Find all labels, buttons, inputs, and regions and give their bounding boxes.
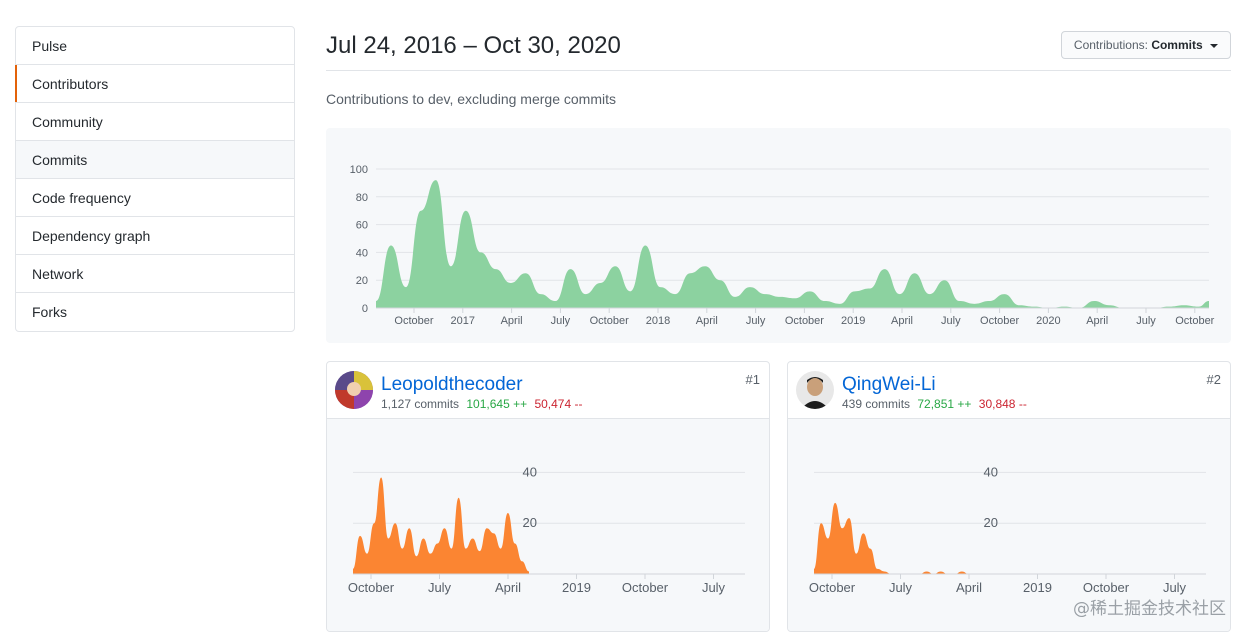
x-tick-label: April xyxy=(501,315,523,327)
contributor-card: Leopoldthecoder 1,127 commits 101,645 ++… xyxy=(326,361,770,632)
avatar[interactable] xyxy=(335,371,373,409)
x-tick-label: July xyxy=(551,315,571,327)
contributor-chart-svg: 20 40 October July April 2019 October July xyxy=(809,464,1206,595)
sidebar-item-dependency-graph[interactable]: Dependency graph xyxy=(16,217,294,255)
x-tick-label: October xyxy=(1175,315,1214,327)
chart-subtitle: Contributions to dev, excluding merge co… xyxy=(326,91,616,107)
x-tick-label: July xyxy=(746,315,766,327)
x-tick-label: July xyxy=(1136,315,1156,327)
caret-down-icon xyxy=(1210,43,1218,48)
x-tick-label: October xyxy=(1083,580,1130,595)
x-tick-label: 2018 xyxy=(646,315,670,327)
x-tick-label: July xyxy=(702,580,726,595)
y-tick-label: 20 xyxy=(356,275,368,287)
watermark-text: @稀土掘金技术社区 xyxy=(1073,599,1226,619)
series-area xyxy=(814,502,969,574)
x-tick-label: October xyxy=(590,315,629,327)
sidebar-item-forks[interactable]: Forks xyxy=(32,304,67,320)
contributions-chart[interactable]: 0 20 40 60 80 100 October 2017 April July October 2… xyxy=(326,128,1231,343)
x-tick-label: April xyxy=(891,315,913,327)
x-tick-label: 2020 xyxy=(1036,315,1060,327)
sidebar-item-commits[interactable]: Commits xyxy=(16,141,294,179)
x-tick-label: October xyxy=(980,315,1019,327)
sidebar-item-contributors[interactable]: Contributors xyxy=(15,65,294,103)
page-header: Jul 24, 2016 – Oct 30, 2020 Contribution… xyxy=(326,26,1231,71)
select-value: Commits xyxy=(1151,38,1203,52)
x-tick-label: October xyxy=(785,315,824,327)
insights-sidebar: Pulse Contributors Community Commits Cod… xyxy=(15,26,295,332)
contributor-name-link[interactable]: Leopoldthecoder xyxy=(381,374,523,395)
x-tick-label: July xyxy=(428,580,452,595)
y-tick-label: 40 xyxy=(356,247,368,259)
select-label: Contributions: xyxy=(1073,38,1148,52)
commits-count-link[interactable]: 439 commits xyxy=(842,397,911,411)
x-tick-label: July xyxy=(1163,580,1187,595)
contributor-chart[interactable]: 20 40 October July April 2019 October July xyxy=(327,419,769,631)
contributor-chart[interactable]: 20 40 October July April 2019 October July xyxy=(788,419,1230,631)
contributor-chart-svg: 20 40 October July April 2019 October July xyxy=(348,464,745,595)
y-tick-label: 20 xyxy=(523,515,537,530)
y-tick-label: 0 xyxy=(362,303,368,315)
contributor-rank: #2 xyxy=(1206,372,1221,387)
contributor-rank: #1 xyxy=(745,372,760,387)
sidebar-item-pulse[interactable]: Pulse xyxy=(16,27,294,65)
contributor-card: QingWei-Li 439 commits 72,851 ++ 30,848 … xyxy=(787,361,1231,632)
avatar[interactable] xyxy=(796,371,834,409)
x-tick-label: 2017 xyxy=(451,315,475,327)
additions-count: 101,645 ++ xyxy=(466,397,528,411)
commits-count-link[interactable]: 1,127 commits xyxy=(381,397,460,411)
y-tick-label: 100 xyxy=(350,164,368,176)
contributor-card-header: QingWei-Li 439 commits 72,851 ++ 30,848 … xyxy=(788,362,1230,419)
sidebar-item-community[interactable]: Community xyxy=(16,103,294,141)
deletions-count: 50,474 -- xyxy=(534,397,583,411)
x-tick-label: April xyxy=(1086,315,1108,327)
x-tick-label: October xyxy=(394,315,433,327)
contributions-type-select[interactable]: Contributions: Commits xyxy=(1060,31,1231,59)
contributor-stats: 439 commits 72,851 ++ 30,848 -- xyxy=(842,397,1027,411)
x-tick-label: October xyxy=(348,580,395,595)
y-tick-label: 80 xyxy=(356,192,368,204)
x-tick-label: July xyxy=(941,315,961,327)
page-title: Jul 24, 2016 – Oct 30, 2020 xyxy=(326,32,621,59)
y-tick-label: 40 xyxy=(523,464,537,479)
contributor-name-link[interactable]: QingWei-Li xyxy=(842,374,936,395)
y-tick-label: 20 xyxy=(984,515,998,530)
contributor-stats: 1,127 commits 101,645 ++ 50,474 -- xyxy=(381,397,582,411)
x-tick-label: April xyxy=(495,580,521,595)
x-tick-label: October xyxy=(622,580,669,595)
sidebar-item-network[interactable]: Network xyxy=(16,255,294,293)
sidebar-item-code-frequency[interactable]: Code frequency xyxy=(16,179,294,217)
additions-count: 72,851 ++ xyxy=(917,397,972,411)
x-tick-label: April xyxy=(696,315,718,327)
series-area xyxy=(353,477,530,574)
x-tick-label: July xyxy=(889,580,913,595)
deletions-count: 30,848 -- xyxy=(978,397,1027,411)
y-tick-label: 60 xyxy=(356,220,368,232)
contributor-card-header: Leopoldthecoder 1,127 commits 101,645 ++… xyxy=(327,362,769,419)
x-tick-label: 2019 xyxy=(1023,580,1052,595)
contributions-chart-svg: 0 20 40 60 80 100 October 2017 April July October 2… xyxy=(350,164,1215,327)
x-tick-label: October xyxy=(809,580,856,595)
series-area xyxy=(376,180,1209,308)
x-tick-label: April xyxy=(956,580,982,595)
x-tick-label: 2019 xyxy=(562,580,591,595)
y-tick-label: 40 xyxy=(984,464,998,479)
x-tick-label: 2019 xyxy=(841,315,865,327)
